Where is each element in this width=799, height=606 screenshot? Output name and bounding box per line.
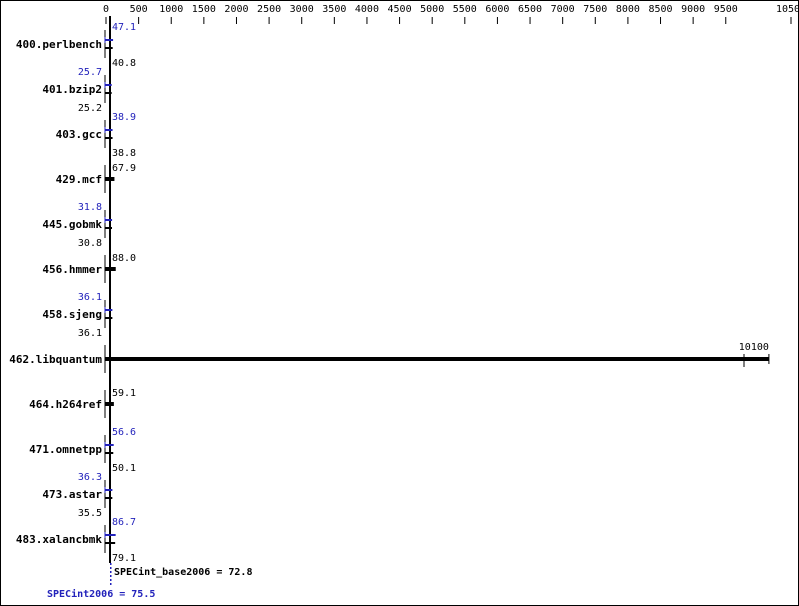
bar-peak bbox=[105, 489, 113, 491]
category-label: 462.libquantum bbox=[9, 353, 102, 366]
x-tick-label: 6500 bbox=[518, 4, 542, 15]
category-label: 429.mcf bbox=[56, 173, 102, 186]
summary-peak-label: SPECint2006 = 75.5 bbox=[47, 588, 155, 600]
data-label-peak: 38.9 bbox=[112, 112, 136, 123]
x-tick-label: 1500 bbox=[192, 4, 216, 15]
category-label: 483.xalancbmk bbox=[16, 533, 102, 546]
data-label-base: 59.1 bbox=[112, 388, 136, 399]
x-tick-label: 10500 bbox=[776, 4, 798, 15]
data-label-base: 88.0 bbox=[112, 253, 136, 264]
category-label: 471.omnetpp bbox=[29, 443, 102, 456]
bar-base bbox=[105, 452, 114, 454]
data-label-base: 40.8 bbox=[112, 58, 136, 69]
bar-base bbox=[105, 267, 116, 271]
category-label: 445.gobmk bbox=[42, 218, 102, 231]
bar-base bbox=[105, 497, 113, 499]
data-label-base: 67.9 bbox=[112, 163, 136, 174]
x-tick-label: 7000 bbox=[551, 4, 575, 15]
data-label-base: 10100 bbox=[739, 342, 769, 353]
category-label: 400.perlbench bbox=[16, 38, 102, 51]
category-label: 401.bzip2 bbox=[42, 83, 102, 96]
category-label: 456.hmmer bbox=[42, 263, 102, 276]
bar-peak bbox=[105, 219, 113, 221]
data-label-peak: 36.3 bbox=[78, 472, 102, 483]
bar-peak bbox=[105, 129, 113, 131]
data-label-base: 50.1 bbox=[112, 463, 136, 474]
data-label-peak: 86.7 bbox=[112, 517, 136, 528]
x-tick-label: 8000 bbox=[616, 4, 640, 15]
x-tick-label: 5500 bbox=[453, 4, 477, 15]
x-tick-label: 2000 bbox=[224, 4, 248, 15]
x-tick-label: 3500 bbox=[322, 4, 346, 15]
bar-base bbox=[105, 177, 115, 181]
bar-peak bbox=[105, 534, 116, 536]
bar-base bbox=[105, 402, 114, 406]
x-tick-label: 8500 bbox=[648, 4, 672, 15]
data-label-peak: 56.6 bbox=[112, 427, 136, 438]
bar-peak bbox=[105, 39, 114, 41]
x-tick-label: 5000 bbox=[420, 4, 444, 15]
category-label: 464.h264ref bbox=[29, 398, 102, 411]
bar-peak bbox=[105, 309, 113, 311]
bar-base bbox=[105, 227, 113, 229]
data-label-peak: 25.7 bbox=[78, 67, 102, 78]
bar-base bbox=[105, 47, 113, 49]
bar-peak bbox=[105, 84, 112, 86]
bar-base bbox=[105, 92, 112, 94]
data-label-peak: 36.1 bbox=[78, 292, 102, 303]
data-label-base: 35.5 bbox=[78, 508, 102, 519]
bar-base bbox=[105, 317, 113, 319]
category-label: 403.gcc bbox=[56, 128, 102, 141]
x-tick-label: 0 bbox=[103, 4, 109, 15]
category-label: 458.sjeng bbox=[42, 308, 102, 321]
x-tick-label: 6000 bbox=[485, 4, 509, 15]
bar-base bbox=[105, 542, 116, 544]
category-label: 473.astar bbox=[42, 488, 102, 501]
x-tick-label: 4000 bbox=[355, 4, 379, 15]
x-tick-label: 9500 bbox=[714, 4, 738, 15]
x-tick-label: 3000 bbox=[290, 4, 314, 15]
data-label-base: 36.1 bbox=[78, 328, 102, 339]
x-tick-label: 500 bbox=[130, 4, 148, 15]
summary-base-label: SPECint_base2006 = 72.8 bbox=[114, 566, 252, 578]
bar-base bbox=[105, 357, 769, 361]
x-tick-label: 4500 bbox=[388, 4, 412, 15]
x-tick-label: 1000 bbox=[159, 4, 183, 15]
data-label-peak: 47.1 bbox=[112, 22, 136, 33]
x-tick-label: 7500 bbox=[583, 4, 607, 15]
x-tick-label: 2500 bbox=[257, 4, 281, 15]
bar-peak bbox=[105, 444, 114, 446]
data-label-peak: 31.8 bbox=[78, 202, 102, 213]
data-label-base: 25.2 bbox=[78, 103, 102, 114]
data-label-base: 79.1 bbox=[112, 553, 136, 564]
data-label-base: 38.8 bbox=[112, 148, 136, 159]
bar-base bbox=[105, 137, 113, 139]
data-label-base: 30.8 bbox=[78, 238, 102, 249]
x-tick-label: 9000 bbox=[681, 4, 705, 15]
